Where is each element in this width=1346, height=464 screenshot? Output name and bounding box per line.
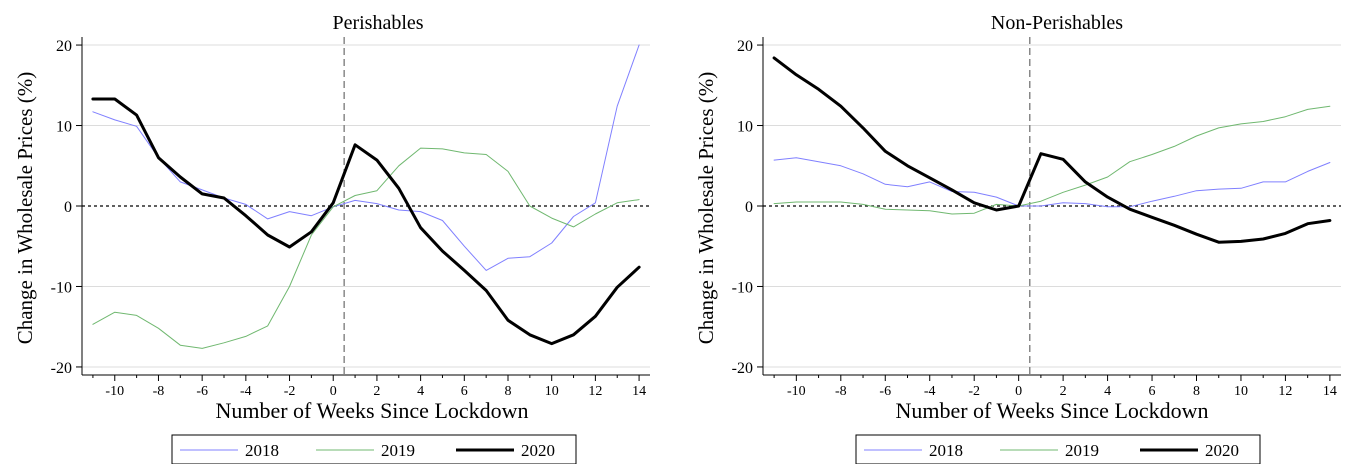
x-tick-label: -10 [105,384,124,399]
legend-label-2018: 2018 [929,441,963,460]
legend-perishables: 2018 2019 2020 [171,434,577,464]
y-tick-label: 10 [56,119,72,136]
x-tick-label: -10 [787,384,806,399]
y-axis-label-non-perishables: Change in Wholesale Prices (%) [694,72,718,345]
y-tick-label: 20 [737,38,753,55]
y-axis-label-perishables: Change in Wholesale Prices (%) [13,72,37,345]
chart-title-perishables: Perishables [332,12,423,34]
x-tick-label: 8 [1193,384,1200,399]
x-tick-label: 2 [373,384,380,399]
x-tick-label: 12 [1278,384,1292,399]
x-tick-label: 2 [1060,384,1067,399]
x-tick-label: 0 [1015,384,1022,399]
series-line-2018 [773,157,1331,208]
y-tick-label: -20 [732,360,753,377]
series-line-2020 [772,56,1332,244]
x-tick-label: 4 [417,384,424,399]
x-tick-label: 4 [1104,384,1111,399]
x-tick-label: -2 [284,384,296,399]
legend-label-2020: 2020 [1205,441,1239,460]
y-tick-label: 10 [737,119,753,136]
x-tick-label: 6 [1149,384,1156,399]
chart-panel-perishables: Perishables Change in Wholesale Prices (… [13,12,650,464]
x-tick-label: 0 [330,384,337,399]
x-tick-label: 14 [1323,384,1337,399]
legend-label-2018: 2018 [245,441,279,460]
x-tick-label: 6 [461,384,468,399]
x-tick-label: -4 [924,384,936,399]
y-tick-label: -20 [51,360,72,377]
series-line-2020 [91,97,641,346]
y-tick-label: -10 [732,279,753,296]
x-tick-label: 12 [588,384,602,399]
legend-label-2019: 2019 [1065,441,1099,460]
x-axis-label-perishables: Number of Weeks Since Lockdown [215,398,528,423]
x-tick-label: -4 [240,384,252,399]
x-tick-label: 8 [505,384,512,399]
chart-title-non-perishables: Non-Perishables [991,12,1123,34]
series-line-2019 [92,147,640,349]
x-tick-label: 10 [545,384,559,399]
x-tick-label: -6 [196,384,208,399]
x-tick-label: -6 [879,384,891,399]
x-axis-label-non-perishables: Number of Weeks Since Lockdown [895,398,1208,423]
x-tick-label: -2 [968,384,980,399]
legend-label-2020: 2020 [521,441,555,460]
x-tick-label: 10 [1234,384,1248,399]
x-tick-label: 14 [632,384,646,399]
y-tick-label: 0 [64,199,72,216]
x-tick-label: -8 [835,384,847,399]
x-tick-label: -8 [153,384,165,399]
y-tick-label: 0 [745,199,753,216]
series-line-2019 [773,105,1331,215]
chart-panel-non-perishables: Non-Perishables Change in Wholesale Pric… [694,12,1341,464]
y-tick-label: -10 [51,279,72,296]
legend-non-perishables: 2018 2019 2020 [855,434,1261,464]
y-tick-label: 20 [56,38,72,55]
series-line-2018 [92,44,640,271]
legend-label-2019: 2019 [381,441,415,460]
